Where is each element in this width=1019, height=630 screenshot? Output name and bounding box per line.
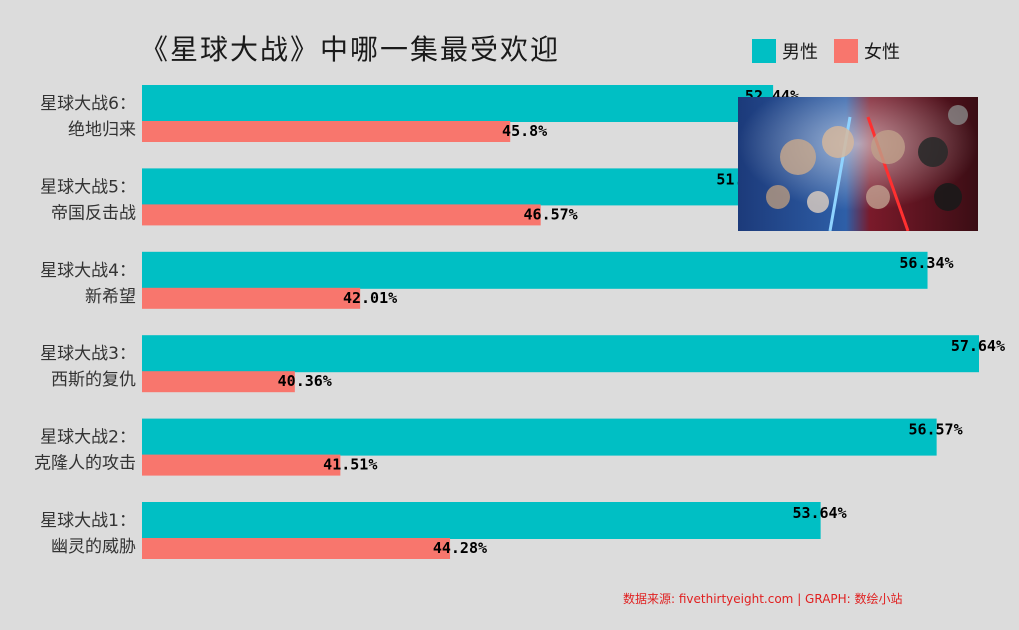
legend-item-male: 男性 <box>752 38 818 64</box>
category-label: 星球大战3： <box>40 344 136 364</box>
value-label-female: 42.01% <box>343 289 397 307</box>
category-label: 西斯的复仇 <box>51 370 136 390</box>
category-label: 新希望 <box>85 287 136 307</box>
value-label-female: 40.36% <box>278 372 332 390</box>
category-label: 帝国反击战 <box>51 203 136 223</box>
value-label-male: 56.34% <box>899 254 953 272</box>
category-label: 星球大战6： <box>40 94 136 114</box>
legend-swatch-male <box>752 39 776 63</box>
bar-female <box>142 121 511 142</box>
value-label-male: 56.57% <box>908 421 962 439</box>
bar-male <box>142 335 979 373</box>
value-label-male: 57.64% <box>951 337 1005 355</box>
bar-female <box>142 454 341 476</box>
bar-female <box>142 287 361 309</box>
legend-label-male: 男性 <box>782 42 818 63</box>
category-label: 绝地归来 <box>68 120 136 140</box>
value-label-female: 41.51% <box>323 456 377 474</box>
legend: 男性 女性 <box>752 38 916 64</box>
value-label-female: 45.8% <box>502 122 547 140</box>
bar-male <box>142 418 937 456</box>
bar-female <box>142 204 541 226</box>
star-wars-poster-icon <box>738 97 978 231</box>
category-label: 幽灵的威胁 <box>51 537 136 557</box>
bar-male <box>142 251 928 289</box>
legend-item-female: 女性 <box>834 38 900 64</box>
bar-male <box>142 502 821 539</box>
source-note: 数据来源: fivethirtyeight.com | GRAPH: 数绘小站 <box>623 592 903 606</box>
category-label: 星球大战5： <box>40 177 136 197</box>
category-label: 克隆人的攻击 <box>34 454 136 474</box>
legend-label-female: 女性 <box>864 42 900 63</box>
category-label: 星球大战2： <box>40 428 136 448</box>
category-label: 星球大战1： <box>40 511 136 531</box>
legend-swatch-female <box>834 39 858 63</box>
bar-male <box>142 168 745 206</box>
value-label-male: 53.64% <box>792 504 846 522</box>
value-label-female: 46.57% <box>524 205 578 223</box>
bar-female <box>142 371 295 393</box>
bar-male <box>142 85 774 122</box>
category-label: 星球大战4： <box>40 261 136 281</box>
chart-title: 《星球大战》中哪一集最受欢迎 <box>140 33 561 66</box>
value-label-female: 44.28% <box>433 539 487 557</box>
bar-female <box>142 538 451 559</box>
